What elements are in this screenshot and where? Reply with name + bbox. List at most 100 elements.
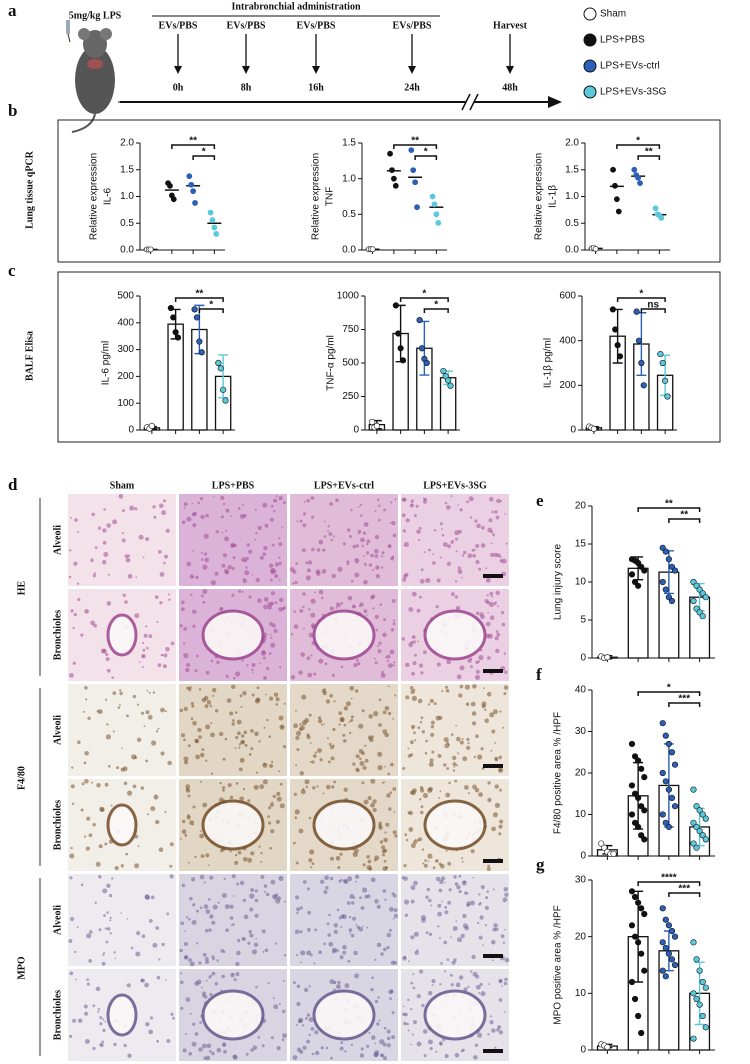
cell [480, 543, 486, 548]
cell [279, 803, 285, 809]
scale-bar [483, 669, 503, 673]
cell [230, 543, 235, 549]
data-point [690, 840, 697, 847]
data-point [604, 1044, 611, 1051]
cell [462, 756, 468, 762]
cell [437, 925, 440, 928]
data-point [638, 803, 645, 810]
cell [242, 898, 247, 903]
cell [146, 813, 149, 816]
cell [386, 654, 391, 659]
data-point [690, 786, 697, 793]
cell [329, 606, 334, 611]
data-point [668, 956, 676, 963]
legend-label: LPS+EVs-ctrl [600, 61, 660, 72]
data-point [610, 850, 617, 858]
y-tick-label: 2.0 [565, 138, 579, 149]
cell [485, 567, 488, 570]
cell [419, 786, 424, 790]
cell [474, 1043, 479, 1048]
cell [433, 702, 437, 706]
cell [360, 537, 365, 543]
cell [366, 542, 369, 546]
cell [210, 732, 215, 738]
cell [504, 1011, 506, 1013]
micrograph [68, 684, 176, 776]
cell [342, 733, 346, 737]
cell [370, 987, 374, 992]
cell [106, 668, 111, 673]
significance-bracket [393, 144, 438, 149]
cell [77, 597, 81, 602]
cell [136, 703, 140, 706]
cell [76, 582, 80, 585]
cell [321, 596, 324, 600]
data-point [610, 166, 616, 173]
cell [255, 771, 258, 774]
cell [262, 950, 265, 953]
cell [393, 913, 398, 919]
cell [362, 887, 368, 893]
cell [467, 792, 470, 795]
cell [258, 845, 261, 848]
dose-step: EVs/PBS [159, 20, 198, 31]
cell [269, 563, 274, 568]
data-point [662, 819, 669, 826]
cell [200, 514, 205, 520]
cell [435, 860, 438, 862]
cell [410, 935, 415, 940]
cell [362, 863, 366, 867]
data-point [613, 196, 620, 203]
cell [368, 714, 374, 719]
cell [446, 958, 450, 961]
cell [141, 978, 145, 983]
cell [482, 944, 484, 946]
cell [373, 711, 379, 717]
micrograph [179, 874, 287, 967]
cell [494, 802, 500, 809]
data-point [671, 961, 679, 969]
y-axis-label: TNF [325, 187, 336, 206]
data-point [433, 211, 440, 218]
cell [185, 916, 189, 919]
cell [167, 760, 172, 766]
cell [338, 711, 343, 716]
data-point [631, 819, 639, 826]
cell [497, 1025, 502, 1030]
cell [192, 609, 197, 614]
panel-label: d [8, 475, 18, 494]
cell [296, 911, 299, 915]
cell [383, 947, 387, 952]
bronchiole [201, 989, 265, 1041]
data-point [410, 167, 417, 174]
cell [496, 1028, 500, 1032]
cell [168, 598, 171, 601]
cell [208, 864, 210, 866]
cell [374, 548, 379, 554]
cell [392, 830, 397, 835]
cell [205, 670, 210, 675]
cell [164, 811, 167, 814]
cell [372, 799, 377, 804]
data-point [641, 910, 648, 918]
cell [306, 1013, 311, 1017]
cell [499, 500, 502, 503]
cell [187, 861, 190, 864]
cell [105, 734, 111, 740]
cell [470, 665, 473, 669]
cell [262, 502, 268, 508]
cell [303, 500, 306, 503]
cell [274, 942, 277, 945]
cell [355, 924, 358, 926]
cell [504, 513, 506, 515]
cell [257, 1036, 261, 1039]
cell [114, 957, 117, 960]
cell [225, 570, 229, 575]
cell [77, 530, 80, 533]
cell [388, 906, 394, 912]
cell [359, 761, 365, 766]
cell [457, 752, 460, 755]
cell [165, 710, 167, 713]
cell [74, 950, 77, 954]
cell [195, 575, 199, 580]
